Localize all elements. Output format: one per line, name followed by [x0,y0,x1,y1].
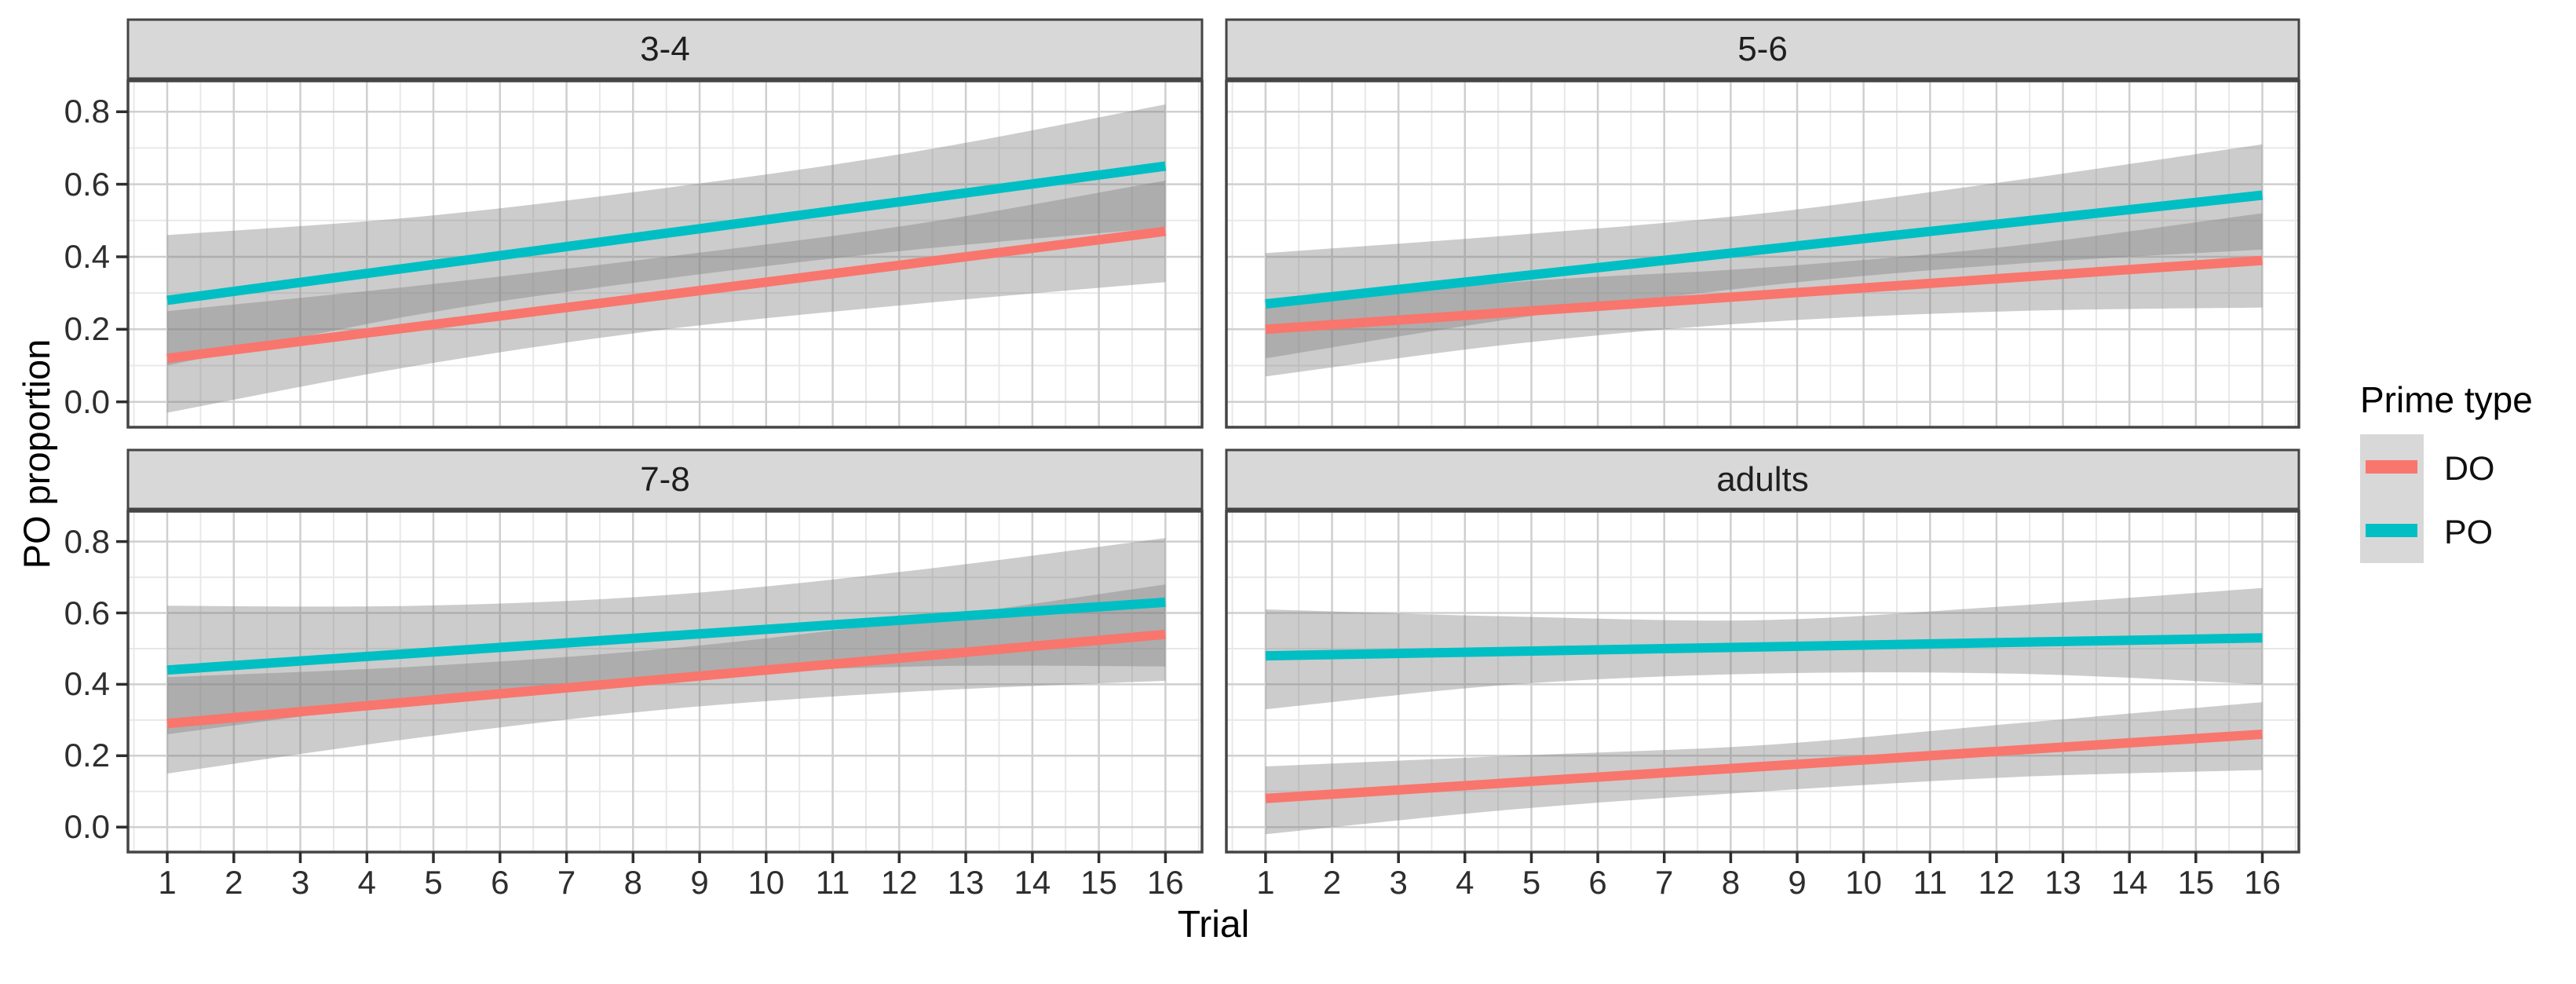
legend-swatch-po [2366,524,2417,537]
legend-title: Prime type [2360,379,2533,420]
legend-swatch-do [2366,460,2417,474]
x-axis-title: Trial [1177,904,1250,946]
legend: Prime type DO PO [2360,379,2572,599]
legend-label-po: PO [2444,514,2494,551]
y-axis-title: PO proportion [16,338,57,569]
legend-label-do: DO [2444,450,2495,488]
legend-key-box [2360,434,2424,563]
